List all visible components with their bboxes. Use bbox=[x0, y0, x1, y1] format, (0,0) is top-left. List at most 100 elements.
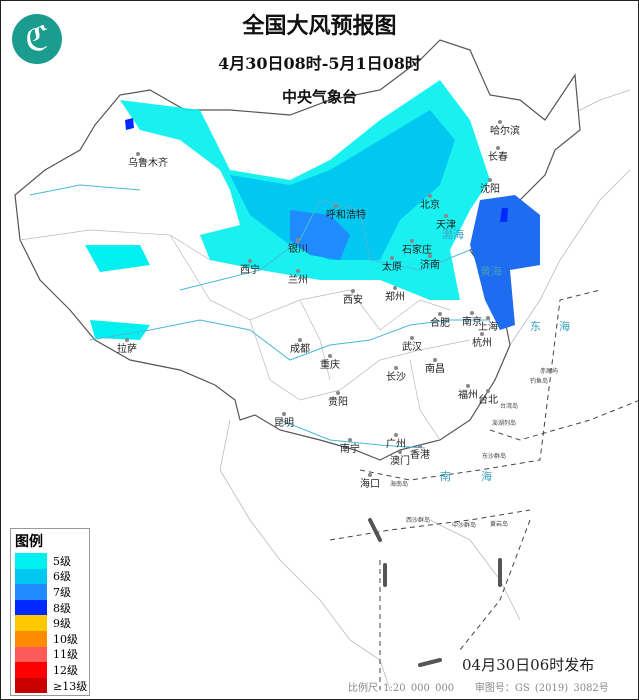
legend-item: 12级 bbox=[11, 662, 89, 678]
city-label: 重庆 bbox=[320, 358, 340, 371]
city-label: 广州 bbox=[386, 438, 406, 450]
tarim-river bbox=[29, 184, 141, 196]
city-marker bbox=[336, 391, 340, 395]
city-marker bbox=[444, 214, 448, 218]
city-marker bbox=[136, 152, 140, 156]
city-marker bbox=[496, 146, 500, 150]
sea-label-bohai: 渤海 bbox=[442, 227, 464, 241]
city-marker bbox=[466, 384, 470, 388]
issue-time: 04月30日06时发布 bbox=[462, 656, 595, 674]
city-marker bbox=[328, 354, 332, 358]
city-marker bbox=[486, 389, 490, 393]
scale-text: 比例尺 1:20 000 000 bbox=[348, 683, 455, 694]
city-marker bbox=[428, 254, 432, 258]
city-label: 贵阳 bbox=[328, 395, 348, 408]
wind-area-6 bbox=[230, 110, 455, 260]
legend-swatch bbox=[15, 630, 47, 647]
city-marker bbox=[296, 269, 300, 273]
legend-swatch bbox=[15, 615, 47, 631]
city-label: 上海 bbox=[478, 320, 498, 333]
city-marker bbox=[248, 259, 252, 263]
city-label: 银川 bbox=[288, 242, 308, 255]
city-marker bbox=[282, 412, 286, 416]
city-marker bbox=[393, 286, 397, 290]
city-marker bbox=[296, 238, 300, 242]
city-label: 杭州 bbox=[472, 336, 492, 349]
island-label: 西沙群岛 bbox=[406, 516, 430, 524]
legend-item: 8级 bbox=[11, 599, 89, 616]
legend-item: 7级 bbox=[11, 584, 89, 600]
approval-number: 审图号：GS (2019) 3082号 bbox=[474, 683, 609, 694]
neighbor-countries bbox=[219, 89, 631, 691]
wind-area-8-nw bbox=[125, 118, 134, 130]
legend-label: 9级 bbox=[53, 617, 71, 631]
legend-label: 6级 bbox=[53, 570, 71, 584]
island-label: 黄岩岛 bbox=[490, 520, 508, 528]
city-marker bbox=[390, 256, 394, 260]
wind-area-7-sea bbox=[470, 195, 540, 330]
city-marker bbox=[125, 338, 129, 342]
city-label: 长沙 bbox=[386, 371, 406, 383]
wind-area-5-west bbox=[85, 245, 150, 272]
city-label: 福州 bbox=[458, 388, 478, 401]
legend-swatch bbox=[15, 584, 47, 600]
legend-item: 6级 bbox=[11, 568, 89, 585]
city-label: 北京 bbox=[420, 198, 440, 211]
city-label: 成都 bbox=[290, 343, 310, 355]
city-label: 海口 bbox=[360, 477, 380, 490]
island-label: 东沙群岛 bbox=[482, 452, 506, 460]
legend: 图例 5级 6级 7级 8级 9级 10级 11级 12级 ≥13级 bbox=[10, 528, 90, 696]
city-label: 沈阳 bbox=[480, 182, 500, 195]
city-label: 香港 bbox=[410, 449, 430, 461]
cma-logo-icon: ℭ bbox=[12, 14, 62, 64]
agency-name: 中央气象台 bbox=[281, 88, 357, 106]
island-label: 海南岛 bbox=[390, 480, 408, 488]
nine-dash-line bbox=[329, 289, 639, 690]
city-marker bbox=[480, 332, 484, 336]
map-title: 全国大风预报图 bbox=[242, 13, 397, 39]
legend-item: 5级 bbox=[11, 553, 89, 569]
city-marker bbox=[410, 239, 414, 243]
legend-swatch bbox=[15, 662, 47, 678]
legend-label: 5级 bbox=[53, 554, 71, 568]
city-marker bbox=[334, 204, 338, 208]
legend-label: 7级 bbox=[53, 585, 71, 599]
city-marker bbox=[470, 311, 474, 315]
city-marker bbox=[348, 438, 352, 442]
map-footer: 比例尺 1:20 000 000 审图号：GS (2019) 3082号 bbox=[348, 679, 609, 694]
city-marker bbox=[418, 444, 422, 448]
legend-swatch bbox=[15, 646, 47, 663]
city-label: 兰州 bbox=[288, 273, 308, 286]
legend-swatch bbox=[15, 599, 47, 616]
legend-title: 图例 bbox=[15, 534, 43, 550]
city-label: 台北 bbox=[478, 393, 498, 406]
city-label: 济南 bbox=[420, 258, 440, 271]
city-marker bbox=[438, 312, 442, 316]
yangtze-river bbox=[89, 319, 490, 361]
sea-label-donghai: 东海 bbox=[530, 319, 588, 333]
legend-swatch bbox=[15, 553, 47, 569]
city-marker bbox=[486, 316, 490, 320]
legend-item: 9级 bbox=[11, 615, 89, 631]
city-marker bbox=[298, 338, 302, 342]
island-label: 赤尾屿 bbox=[540, 367, 558, 375]
sea-label-huanghai: 黄海 bbox=[480, 264, 502, 278]
city-label: 长春 bbox=[488, 151, 508, 163]
city-marker bbox=[488, 178, 492, 182]
city-marker bbox=[351, 289, 355, 293]
city-label: 石家庄 bbox=[402, 243, 432, 256]
city-label: 南宁 bbox=[340, 442, 360, 455]
island-label: 钓鱼岛 bbox=[530, 377, 548, 385]
dash-segments bbox=[368, 518, 502, 667]
city-marker bbox=[394, 366, 398, 370]
city-marker bbox=[498, 120, 502, 124]
city-label: 合肥 bbox=[430, 316, 450, 329]
wind-area-8 bbox=[500, 208, 508, 222]
pearl-river bbox=[279, 419, 426, 449]
legend-item: 11级 bbox=[11, 646, 89, 663]
city-label: 澳门 bbox=[390, 454, 410, 467]
island-label: 台湾岛 bbox=[500, 402, 518, 410]
city-marker bbox=[368, 473, 372, 477]
city-label: 南昌 bbox=[425, 362, 445, 375]
